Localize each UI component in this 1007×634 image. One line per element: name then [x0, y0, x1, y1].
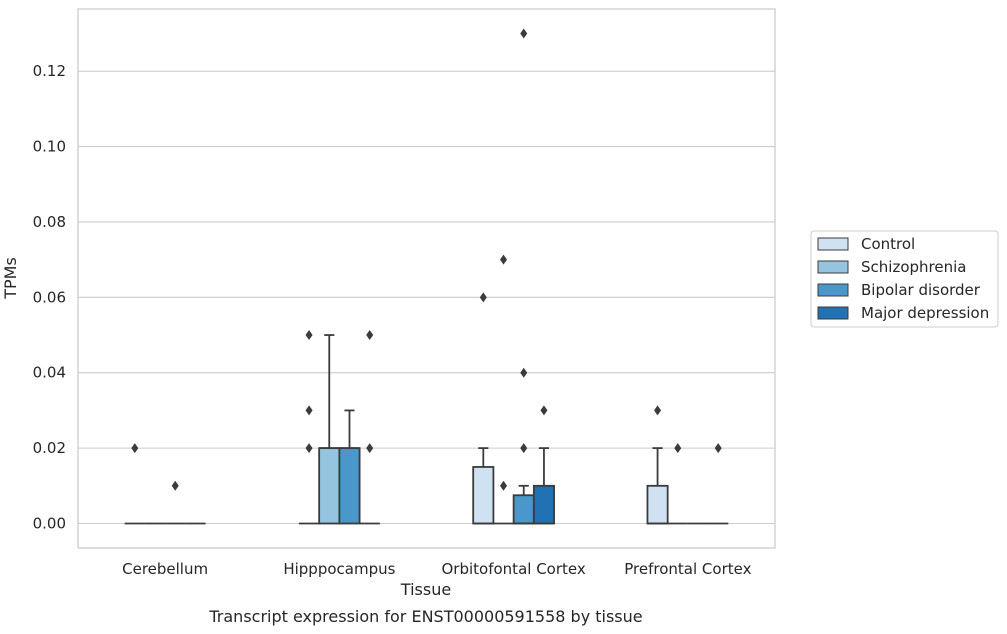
- box: [472, 466, 495, 525]
- legend-label: Bipolar disorder: [861, 281, 981, 299]
- box: [532, 484, 555, 525]
- box-group: [318, 334, 341, 525]
- y-axis-label: TPMs: [1, 257, 20, 300]
- legend-swatch: [817, 306, 849, 320]
- plot-frame: [77, 8, 776, 549]
- box: [338, 447, 361, 525]
- y-tick-label: 0.08: [33, 213, 66, 231]
- outlier-point: [500, 254, 508, 265]
- x-tick-label: Cerebellum: [122, 560, 208, 578]
- legend-label: Major depression: [861, 304, 989, 322]
- y-axis-ticks: 0.00 0.02 0.04 0.06 0.08 0.10 0.12: [33, 62, 66, 532]
- box: [512, 494, 535, 525]
- outlier-point: [305, 405, 313, 416]
- legend-label: Control: [861, 235, 915, 253]
- box-group: [472, 292, 495, 525]
- outlier-point: [654, 405, 662, 416]
- x-tick-label: Orbitofontal Cortex: [442, 560, 586, 578]
- box-group: [359, 330, 380, 525]
- box-group: [646, 405, 669, 525]
- outlier-point: [520, 28, 528, 39]
- box-group: [667, 443, 688, 525]
- outlier-point: [305, 443, 313, 454]
- outlier-point: [305, 330, 313, 341]
- legend-swatch: [817, 237, 849, 251]
- box-group: [493, 254, 514, 525]
- box-group: [165, 480, 186, 525]
- outlier-point: [520, 443, 528, 454]
- outlier-point: [479, 292, 487, 303]
- y-tick-label: 0.04: [33, 364, 66, 382]
- box: [318, 447, 341, 525]
- x-tick-label: Hipppocampus: [283, 560, 395, 578]
- outlier-point: [366, 443, 374, 454]
- outlier-point: [540, 405, 548, 416]
- outlier-point: [171, 480, 179, 491]
- box-group: [338, 409, 361, 525]
- legend-label: Schizophrenia: [861, 258, 966, 276]
- x-axis-ticks: Cerebellum Hipppocampus Orbitofontal Corte…: [122, 560, 751, 578]
- y-tick-label: 0.12: [33, 62, 66, 80]
- box-series: [124, 28, 729, 525]
- chart-caption: Transcript expression for ENST0000059155…: [208, 607, 642, 626]
- x-tick-label: Prefrontal Cortex: [624, 560, 751, 578]
- box-group: [708, 443, 729, 525]
- outlier-point: [131, 443, 139, 454]
- outlier-point: [500, 480, 508, 491]
- box-group: [124, 443, 145, 525]
- outlier-point: [366, 330, 374, 341]
- outlier-point: [674, 443, 682, 454]
- box-group: [512, 28, 535, 525]
- legend-swatch: [817, 283, 849, 297]
- legend: Control Schizophrenia Bipolar disorder Majo…: [810, 230, 999, 328]
- outlier-point: [714, 443, 722, 454]
- x-axis-label: Tissue: [400, 580, 451, 599]
- y-tick-label: 0.06: [33, 288, 66, 306]
- y-tick-label: 0.00: [33, 515, 66, 533]
- legend-frame: [810, 230, 999, 328]
- gridlines: [78, 70, 775, 525]
- outlier-point: [520, 367, 528, 378]
- box: [646, 484, 669, 525]
- box-group: [298, 330, 320, 525]
- y-tick-label: 0.10: [33, 138, 66, 156]
- box-group: [532, 405, 555, 525]
- legend-swatch: [817, 260, 849, 274]
- y-tick-label: 0.02: [33, 439, 66, 457]
